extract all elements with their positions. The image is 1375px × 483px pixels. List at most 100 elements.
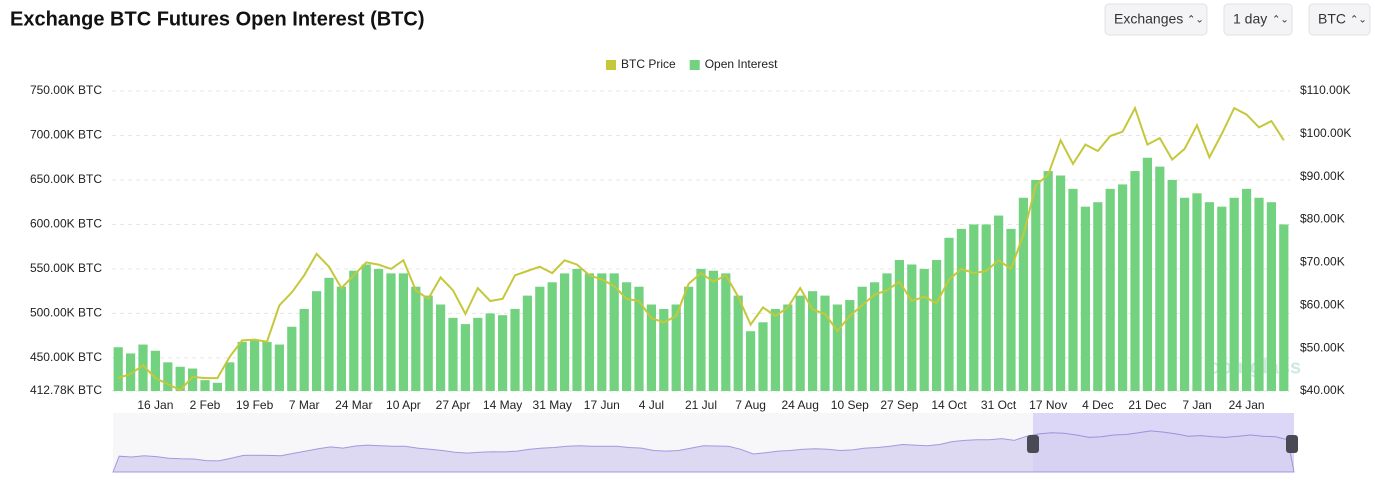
control[interactable]: 1 day ⌃⌄ (1223, 3, 1293, 36)
bar (498, 315, 508, 391)
x-tick-label: 2 Feb (190, 398, 221, 412)
y-tick-label: 412.78K BTC (30, 383, 102, 397)
bar (1180, 197, 1190, 391)
bar (894, 260, 904, 391)
navigator-handle[interactable] (1286, 435, 1298, 453)
x-tick-label: 14 May (483, 398, 522, 412)
bar (1155, 166, 1165, 391)
bar (956, 228, 966, 391)
bar (436, 304, 446, 391)
bar (659, 308, 669, 391)
x-tick-label: 24 Jan (1229, 398, 1265, 412)
bar (411, 286, 421, 391)
y-tick-label: 650.00K BTC (30, 172, 102, 186)
bar (1229, 197, 1239, 391)
chevron: ⌃⌄ (1187, 15, 1204, 26)
price-line (117, 105, 1285, 392)
y2-tick-label: $110.00K (1300, 83, 1351, 97)
y2-tick-label: $40.00K (1300, 383, 1345, 397)
bar (1043, 171, 1053, 391)
bar (622, 282, 632, 391)
bar (808, 291, 818, 391)
bar (349, 270, 359, 391)
bar (832, 304, 842, 391)
x-tick-label: 19 Feb (236, 398, 274, 412)
x-tick-label: 7 Mar (289, 398, 320, 412)
bar (597, 273, 607, 391)
bar (485, 313, 495, 391)
legend-label: BTC Price (621, 57, 676, 71)
bar (1204, 202, 1214, 391)
y2-tick-label: $90.00K (1300, 169, 1345, 183)
bar (671, 304, 681, 391)
bar (1006, 228, 1016, 391)
bar (733, 295, 743, 391)
bar (1068, 188, 1078, 391)
bar (473, 317, 483, 391)
bar (746, 331, 756, 391)
y2-tick-label: $80.00K (1300, 212, 1345, 226)
x-tick-label: 31 Oct (981, 398, 1017, 412)
x-tick-label: 7 Jan (1182, 398, 1211, 412)
y2-tick-label: $70.00K (1300, 255, 1345, 269)
control[interactable]: BTC ⌃⌄ (1308, 3, 1371, 36)
bar (1018, 197, 1028, 391)
bar (510, 308, 520, 391)
y-tick-label: 450.00K BTC (30, 350, 102, 364)
x-tick-label: 21 Jul (685, 398, 717, 412)
legend-item[interactable]: Open Interest (689, 57, 778, 71)
bar (795, 295, 805, 391)
bar (1217, 206, 1227, 391)
bar (1093, 202, 1103, 391)
bar (287, 326, 297, 391)
legend-item[interactable]: BTC Price (606, 57, 676, 71)
bar (212, 382, 222, 391)
chevron: ⌃⌄ (1272, 15, 1289, 26)
bar (994, 215, 1004, 391)
bar (684, 286, 694, 391)
x-tick-label: 4 Dec (1082, 398, 1113, 412)
y-tick-label: 600.00K BTC (30, 217, 102, 231)
y-tick-label: 750.00K BTC (30, 83, 102, 97)
bar (1142, 157, 1152, 391)
bar (535, 286, 545, 391)
bar (584, 273, 594, 391)
bar (312, 291, 322, 391)
bar (423, 295, 433, 391)
chart-title: Exchange BTC Futures Open Interest (BTC) (10, 8, 425, 30)
bar (1266, 202, 1276, 391)
x-tick-label: 31 May (533, 398, 572, 412)
bar (1130, 171, 1140, 391)
legend-swatch (689, 60, 700, 70)
bar (634, 286, 644, 391)
bar (1279, 224, 1289, 391)
bar (262, 341, 272, 391)
bar (870, 282, 880, 391)
control-label[interactable]: Exchanges (1114, 11, 1183, 27)
bar (1105, 188, 1115, 391)
control[interactable]: Exchanges ⌃⌄ (1104, 3, 1208, 36)
control-label[interactable]: 1 day (1233, 11, 1267, 27)
bar (547, 282, 557, 391)
x-tick-label: 17 Nov (1029, 398, 1067, 412)
control-label[interactable]: BTC (1318, 11, 1346, 27)
y2-tick-label: $50.00K (1300, 340, 1345, 354)
bar (138, 344, 148, 391)
bar (783, 304, 793, 391)
bar (361, 264, 371, 391)
bar (1167, 179, 1177, 391)
navigator-handle[interactable] (1027, 435, 1039, 453)
navigator-area (112, 430, 1295, 473)
bar (113, 347, 123, 391)
y-tick-label: 550.00K BTC (30, 261, 102, 275)
bar (448, 317, 458, 391)
bar (572, 268, 582, 391)
bar (237, 341, 247, 391)
y2-tick-label: $60.00K (1300, 297, 1345, 311)
bar (721, 273, 731, 391)
bar (175, 366, 185, 391)
bar (969, 224, 979, 391)
bar (460, 324, 470, 391)
